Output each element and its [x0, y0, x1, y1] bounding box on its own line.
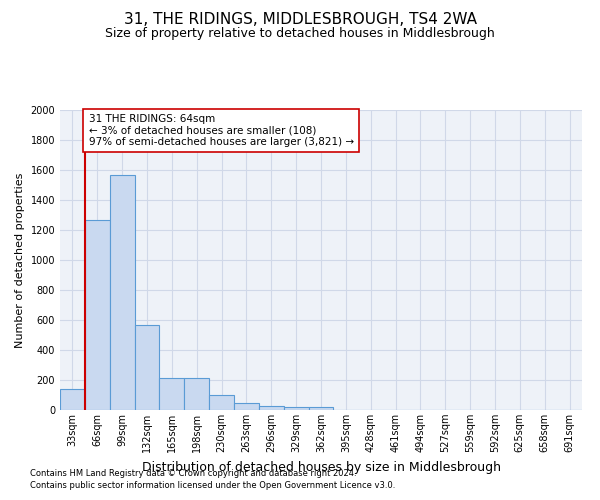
Bar — [85, 220, 110, 410]
Bar — [308, 407, 334, 410]
X-axis label: Distribution of detached houses by size in Middlesbrough: Distribution of detached houses by size … — [142, 460, 500, 473]
Bar — [110, 174, 134, 410]
Bar — [284, 407, 308, 410]
Bar — [259, 406, 284, 410]
Bar — [234, 402, 259, 410]
Text: Size of property relative to detached houses in Middlesbrough: Size of property relative to detached ho… — [105, 28, 495, 40]
Text: 31, THE RIDINGS, MIDDLESBROUGH, TS4 2WA: 31, THE RIDINGS, MIDDLESBROUGH, TS4 2WA — [124, 12, 476, 28]
Y-axis label: Number of detached properties: Number of detached properties — [15, 172, 25, 348]
Bar — [209, 395, 234, 410]
Text: Contains HM Land Registry data © Crown copyright and database right 2024.: Contains HM Land Registry data © Crown c… — [30, 468, 356, 477]
Text: Contains public sector information licensed under the Open Government Licence v3: Contains public sector information licen… — [30, 481, 395, 490]
Text: 31 THE RIDINGS: 64sqm
← 3% of detached houses are smaller (108)
97% of semi-deta: 31 THE RIDINGS: 64sqm ← 3% of detached h… — [89, 114, 354, 147]
Bar — [134, 325, 160, 410]
Bar — [160, 378, 184, 410]
Bar — [60, 389, 85, 410]
Bar — [184, 378, 209, 410]
